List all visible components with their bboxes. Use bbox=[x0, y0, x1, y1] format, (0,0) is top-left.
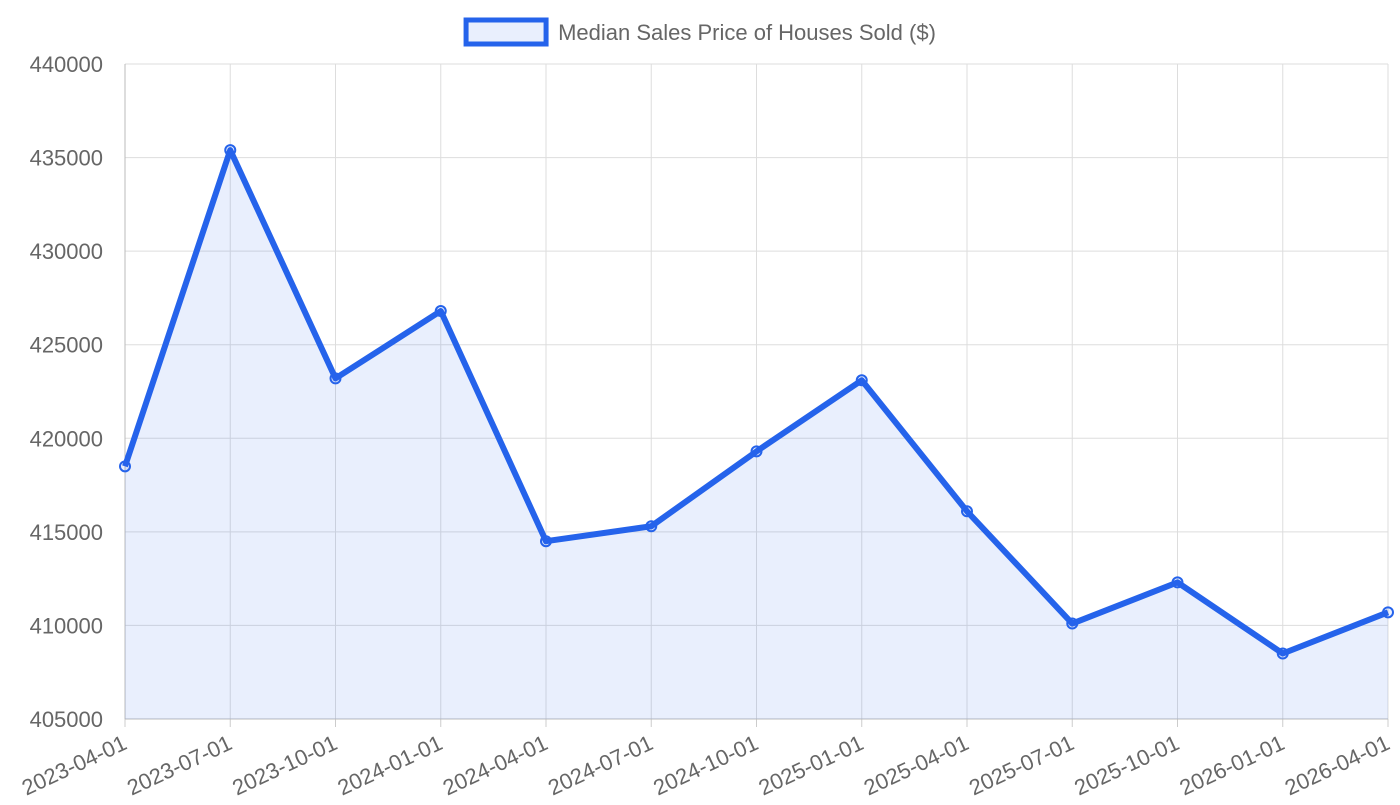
x-tick-label: 2024-07-01 bbox=[544, 730, 657, 800]
x-tick-label: 2024-10-01 bbox=[649, 730, 762, 800]
point bbox=[645, 520, 658, 533]
y-tick-label: 420000 bbox=[30, 426, 103, 451]
point bbox=[329, 372, 342, 385]
point bbox=[750, 445, 763, 458]
y-tick-label: 435000 bbox=[30, 146, 103, 171]
legend-label: Median Sales Price of Houses Sold ($) bbox=[558, 20, 936, 45]
x-tick-label: 2025-04-01 bbox=[860, 730, 973, 800]
point bbox=[961, 505, 973, 518]
area bbox=[125, 150, 1388, 720]
point bbox=[1276, 647, 1289, 660]
y-tick-label: 415000 bbox=[30, 520, 103, 545]
x-tick-label: 2023-04-01 bbox=[18, 730, 131, 800]
y-tick-label: 430000 bbox=[30, 239, 103, 264]
y-tick-label: 440000 bbox=[30, 52, 103, 77]
x-tick-label: 2023-07-01 bbox=[123, 730, 236, 800]
x-tick-label: 2025-10-01 bbox=[1070, 730, 1183, 800]
x-tick-label: 2024-04-01 bbox=[439, 730, 552, 800]
point bbox=[855, 374, 868, 387]
point bbox=[119, 460, 131, 473]
y-tick-label: 405000 bbox=[30, 707, 103, 732]
y-tick-label: 425000 bbox=[30, 333, 103, 358]
point bbox=[540, 535, 552, 548]
x-tick-label: 2024-01-01 bbox=[334, 730, 447, 800]
legend-swatch bbox=[463, 17, 549, 47]
x-tick-label: 2025-07-01 bbox=[965, 730, 1078, 800]
x-tick-label: 2023-10-01 bbox=[228, 730, 341, 800]
line bbox=[122, 147, 1390, 657]
x-tick-label: 2025-01-01 bbox=[755, 730, 868, 800]
point bbox=[224, 144, 237, 157]
x-tick-label: 2026-04-01 bbox=[1281, 730, 1394, 800]
y-tick-label: 410000 bbox=[30, 613, 103, 638]
point bbox=[434, 305, 447, 318]
x-tick-label: 2026-01-01 bbox=[1176, 730, 1289, 800]
point bbox=[1066, 617, 1079, 630]
point bbox=[1382, 606, 1394, 619]
point bbox=[1171, 576, 1184, 589]
